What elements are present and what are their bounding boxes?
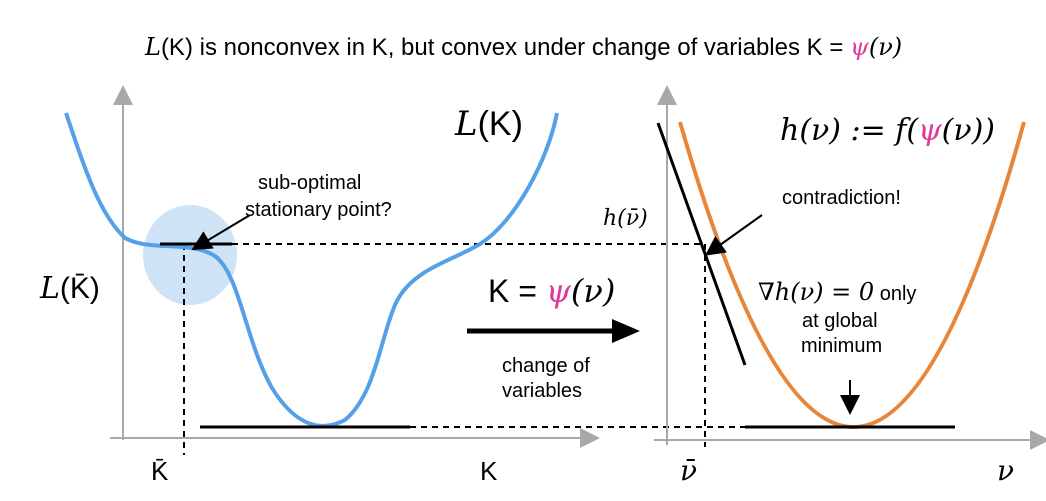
curve-label-l-of-k: L(K) (454, 104, 523, 144)
xaxis-label-nubar: ν̄ (680, 454, 697, 487)
map-arrow-head (612, 319, 640, 343)
change-of-variables: K = ψ(ν) change of variables (467, 272, 640, 402)
contradiction-text: contradiction! (782, 187, 901, 209)
xaxis-label-k: K (480, 456, 498, 486)
xaxis-label-kbar: K̄ (151, 456, 169, 486)
nonconvex-curve (64, 112, 559, 428)
convex-curve (678, 121, 1026, 429)
contradiction-arrow (704, 214, 763, 256)
hbar-label: h(ν̄) (603, 206, 648, 231)
stationary-highlight (143, 205, 237, 305)
hbar-tangent (656, 122, 747, 366)
definition-label: h(ν) := f(ψ(ν)) (780, 113, 995, 148)
title: L(K) is nonconvex in K, but convex under… (144, 33, 902, 61)
annotation-arrow (191, 214, 251, 251)
map-label: K = ψ(ν) (488, 272, 615, 310)
xaxis-label-nu: ν (997, 454, 1014, 487)
map-caption: change of variables (502, 355, 595, 402)
right-panel: h(ν) := f(ψ(ν)) h(ν̄) contradiction! ∇h(… (603, 85, 1046, 487)
left-panel: L(K) L(K̄) sub-optimal stationary point?… (39, 85, 745, 486)
gradient-note: ∇h(ν) = 0 only at global minimum (758, 278, 921, 357)
annotation-text: sub-optimal stationary point? (245, 172, 392, 221)
yaxis-label-l-of-kbar: L(K̄) (39, 271, 100, 306)
